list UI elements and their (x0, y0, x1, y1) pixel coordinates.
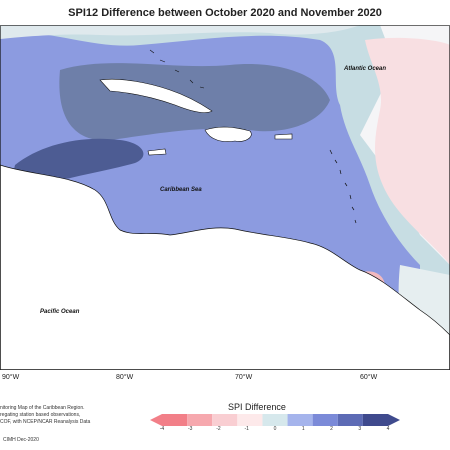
legend-tick-label: 2 (330, 426, 333, 432)
longitude-label-60w: 60°W (360, 374, 378, 381)
legend-right-arrow (388, 414, 400, 426)
legend-tick-label: -4 (159, 426, 165, 432)
field-light-north (0, 25, 360, 39)
land-lesser-antilles (329, 149, 357, 224)
legend-swatch (237, 414, 263, 426)
spi-difference-map: Atlantic Ocean Caribbean Sea Pacific Oce… (0, 25, 450, 370)
legend-swatch (337, 414, 363, 426)
legend-tick-label: -1 (244, 426, 249, 432)
credit-line-3: COF, with NCEP/NCAR Reanalysis Data (0, 419, 91, 425)
legend-swatch (187, 414, 213, 426)
color-legend (150, 414, 400, 426)
legend-swatch (212, 414, 238, 426)
legend-tick-label: -2 (216, 426, 221, 432)
longitude-label-70w: 70°W (235, 374, 253, 381)
legend-swatch (262, 414, 288, 426)
longitude-label-90w: 90°W (2, 374, 20, 381)
legend-tick-label: -3 (188, 426, 193, 432)
field-dark-blob (14, 138, 144, 186)
land-cuba (99, 78, 213, 113)
credit-line-2: regating station based observations, (0, 412, 81, 418)
credit-line-1: nitoring Map of the Caribbean Region. (0, 405, 85, 411)
legend-left-arrow (150, 414, 162, 426)
land-bahamas (149, 49, 205, 89)
label-atlantic-ocean: Atlantic Ocean (343, 66, 386, 72)
legend-tick-label: 3 (358, 426, 362, 432)
copyright: CIMH Dec-2020 (3, 437, 39, 443)
legend-swatch (362, 414, 388, 426)
longitude-label-80w: 80°W (116, 374, 134, 381)
legend-tick-label: 1 (301, 426, 305, 432)
field-pink-east (365, 37, 450, 266)
legend-swatch (162, 414, 188, 426)
label-caribbean-sea: Caribbean Sea (160, 187, 202, 193)
legend-swatch (312, 414, 338, 426)
land-puerto-rico (274, 133, 293, 140)
land-mainland (0, 164, 450, 370)
legend-boxes (162, 414, 388, 426)
legend-swatch (287, 414, 313, 426)
land-jamaica (147, 148, 167, 156)
label-pacific-ocean: Pacific Ocean (40, 309, 80, 315)
legend-tick-label: 0 (273, 426, 277, 432)
legend-title: SPI Difference (228, 402, 286, 412)
map-title: SPI12 Difference between October 2020 an… (68, 7, 382, 19)
land-hispaniola (204, 126, 252, 142)
legend-tick-label: 4 (386, 426, 390, 432)
